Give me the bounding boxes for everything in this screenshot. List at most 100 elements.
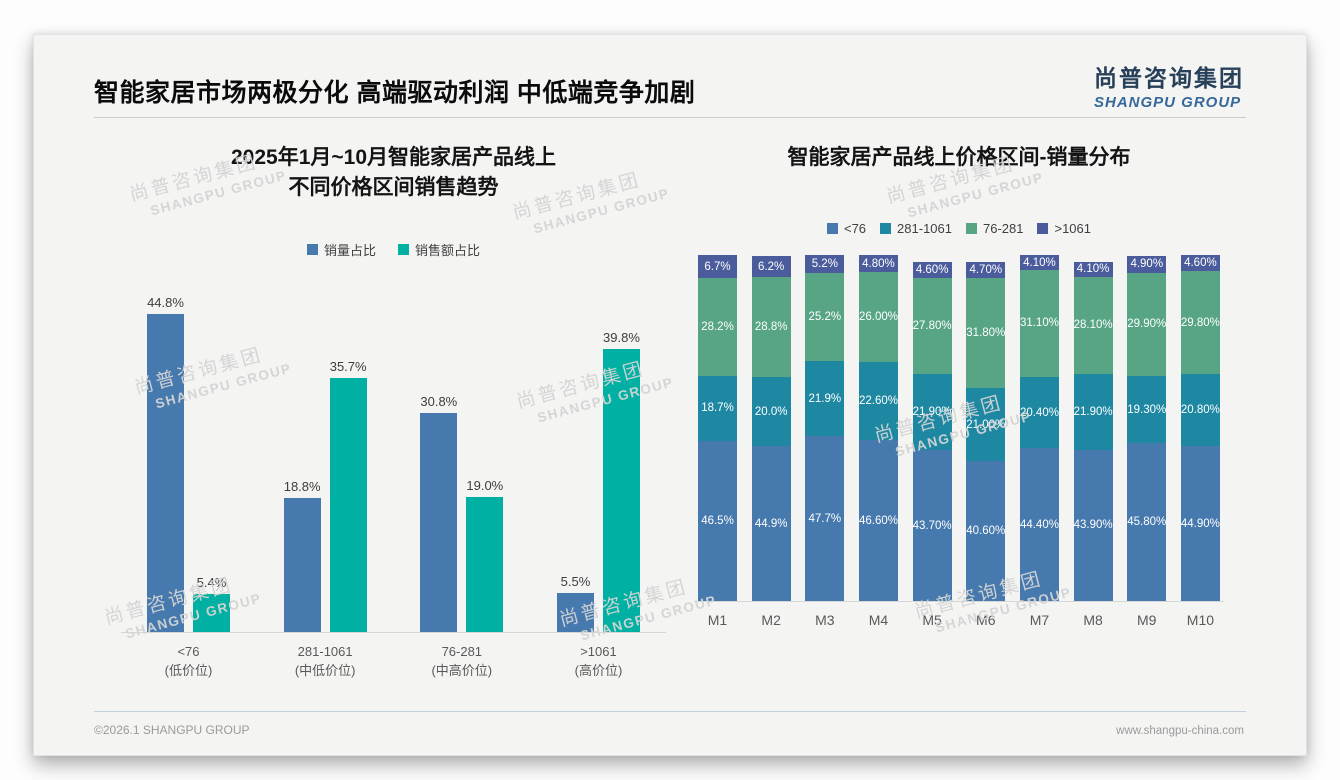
x-axis-label: 281-1061 (中低价位) [294, 643, 356, 679]
segment-value-label: 45.80% [1127, 516, 1167, 529]
bar-segment-281-1061: 20.80% [1180, 374, 1220, 447]
segment-value-label: 46.60% [858, 514, 898, 527]
chart-price-distribution: 智能家居产品线上价格区间-销量分布 <76 281-1061 76-281 >1061… [694, 143, 1224, 628]
x-axis-label: M3 [815, 612, 835, 629]
legend-item-销量占比: 销量占比 [306, 240, 376, 259]
bar-销量占比: 18.8% [283, 479, 321, 632]
bar-segment-76-281: 29.80% [1180, 271, 1220, 375]
bar-value-label: 30.8% [420, 394, 458, 410]
bar-segment-<76: 43.90% [1073, 449, 1113, 602]
bar-segment->1061: 5.2% [805, 255, 845, 274]
segment-value-label: 19.30% [1127, 403, 1167, 416]
segment-value-label: 28.2% [701, 321, 734, 334]
segment-value-label: 29.80% [1180, 316, 1220, 329]
segment-value-label: 28.8% [754, 321, 788, 334]
bar-segment-76-281: 28.10% [1073, 276, 1113, 374]
bar-segment->1061: 4.10% [1019, 255, 1059, 270]
segment-value-label: 20.40% [1019, 406, 1059, 419]
bar-segment-281-1061: 18.7% [698, 375, 737, 441]
segment-value-label: 27.80% [912, 320, 952, 333]
bar-segment-76-281: 29.90% [1127, 272, 1167, 377]
bar-segment-<76: 44.40% [1019, 447, 1059, 602]
legend-label: 76-281 [983, 221, 1024, 237]
segment-value-label: 4.60% [1184, 257, 1217, 270]
x-axis-label: M6 [976, 612, 996, 629]
bar-segment-<76: 45.80% [1127, 442, 1167, 602]
bar-segment->1061: 4.90% [1127, 255, 1167, 273]
x-axis-label: M1 [707, 612, 728, 629]
segment-value-label: 21.90% [1073, 405, 1113, 418]
stacked-bar-M5: 43.70% 21.90% 27.80% 4.60% [912, 262, 952, 602]
segment-value-label: 21.9% [808, 392, 842, 405]
segment-value-label: 25.2% [808, 311, 842, 324]
bar-销量占比: 44.8% [147, 295, 184, 632]
segment-value-label: 4.10% [1023, 256, 1056, 269]
bar-value-label: 18.8% [283, 479, 321, 495]
bar-rect [283, 498, 321, 632]
bar-segment-281-1061: 21.90% [912, 374, 952, 451]
bar-rect [329, 378, 367, 632]
bar-segment-281-1061: 20.0% [751, 376, 791, 447]
segment-value-label: 21.90% [912, 406, 952, 419]
bar-rect [602, 349, 640, 632]
segment-value-label: 44.90% [1180, 517, 1220, 530]
bar-group: 30.8% 19.0% [420, 394, 504, 632]
segment-value-label: 28.10% [1073, 319, 1113, 332]
legend-item->1061: >1061 [1037, 221, 1091, 236]
legend-item-销售额占比: 销售额占比 [398, 240, 480, 259]
segment-value-label: 43.70% [912, 519, 952, 532]
title-divider [94, 117, 1246, 118]
bar-销量占比: 30.8% [420, 394, 458, 632]
segment-value-label: 6.2% [758, 260, 785, 273]
legend-swatch-icon [966, 223, 977, 235]
x-axis-label: >1061 (高价位) [574, 643, 623, 679]
legend-swatch-icon [398, 243, 409, 255]
page-title: 智能家居市场两极分化 高端驱动利润 中低端竞争加剧 [94, 79, 696, 107]
bar-value-label: 19.0% [466, 477, 504, 493]
segment-value-label: 44.40% [1019, 518, 1059, 531]
stacked-bar-M2: 44.9% 20.0% 28.8% 6.2% [751, 255, 791, 602]
segment-value-label: 4.80% [862, 257, 895, 270]
bar-segment-281-1061: 21.00% [966, 388, 1005, 461]
bar-value-label: 44.8% [147, 294, 184, 310]
x-axis-label: M9 [1137, 612, 1157, 629]
legend-swatch-icon [306, 243, 318, 255]
legend-label: 281-1061 [897, 221, 952, 237]
bar-rect [147, 313, 184, 632]
legend-swatch-icon [1037, 223, 1049, 235]
legend-label: 销售额占比 [415, 242, 481, 258]
bar-segment->1061: 6.7% [698, 255, 737, 279]
legend-label: 销量占比 [323, 242, 376, 258]
segment-value-label: 29.90% [1127, 318, 1167, 331]
segment-value-label: 31.80% [966, 327, 1006, 340]
x-axis-label: M5 [922, 612, 942, 629]
bar-group: 5.5% 39.8% [556, 330, 640, 632]
stacked-bar-M8: 43.90% 21.90% 28.10% 4.10% [1073, 262, 1113, 602]
bar-value-label: 5.4% [196, 574, 227, 590]
chart-title-line2: 不同价格区间销售趋势 [288, 176, 499, 200]
bar-segment-76-281: 27.80% [912, 278, 952, 375]
bar-segment-76-281: 31.80% [966, 278, 1006, 389]
legend-item-76-281: 76-281 [966, 221, 1023, 236]
segment-value-label: 46.5% [701, 515, 734, 527]
bar-segment-<76: 46.60% [858, 440, 898, 602]
segment-value-label: 43.90% [1073, 519, 1113, 532]
segment-value-label: 40.60% [966, 525, 1006, 538]
bar-rect [466, 496, 504, 632]
x-axis-label: M7 [1029, 612, 1050, 629]
logo-english-name: SHANGPU GROUP [1094, 94, 1242, 111]
chart-title-line1: 2025年1月~10月智能家居产品线上 [230, 146, 557, 169]
bar-value-label: 39.8% [603, 330, 640, 346]
bar-segment-<76: 44.9% [751, 446, 791, 602]
segment-value-label: 6.7% [704, 260, 731, 273]
company-logo: 尚普咨询集团 SHANGPU GROUP [1094, 59, 1244, 111]
segment-value-label: 20.0% [754, 405, 788, 418]
bar-segment-76-281: 28.2% [698, 278, 737, 376]
chart-legend: 销量占比 销售额占比 [121, 240, 666, 259]
stacked-bar-M1: 46.5% 18.7% 28.2% 6.7% [698, 255, 737, 602]
bar-segment-76-281: 31.10% [1019, 269, 1059, 378]
legend-swatch-icon [880, 223, 892, 235]
stacked-bar-M6: 40.60% 21.00% 31.80% 4.70% [966, 262, 1006, 602]
x-axis: M1 M2 M3 M4 M5 M6 M7 M8 M9 M10 [694, 612, 1224, 628]
bar-segment-281-1061: 21.90% [1073, 373, 1113, 450]
